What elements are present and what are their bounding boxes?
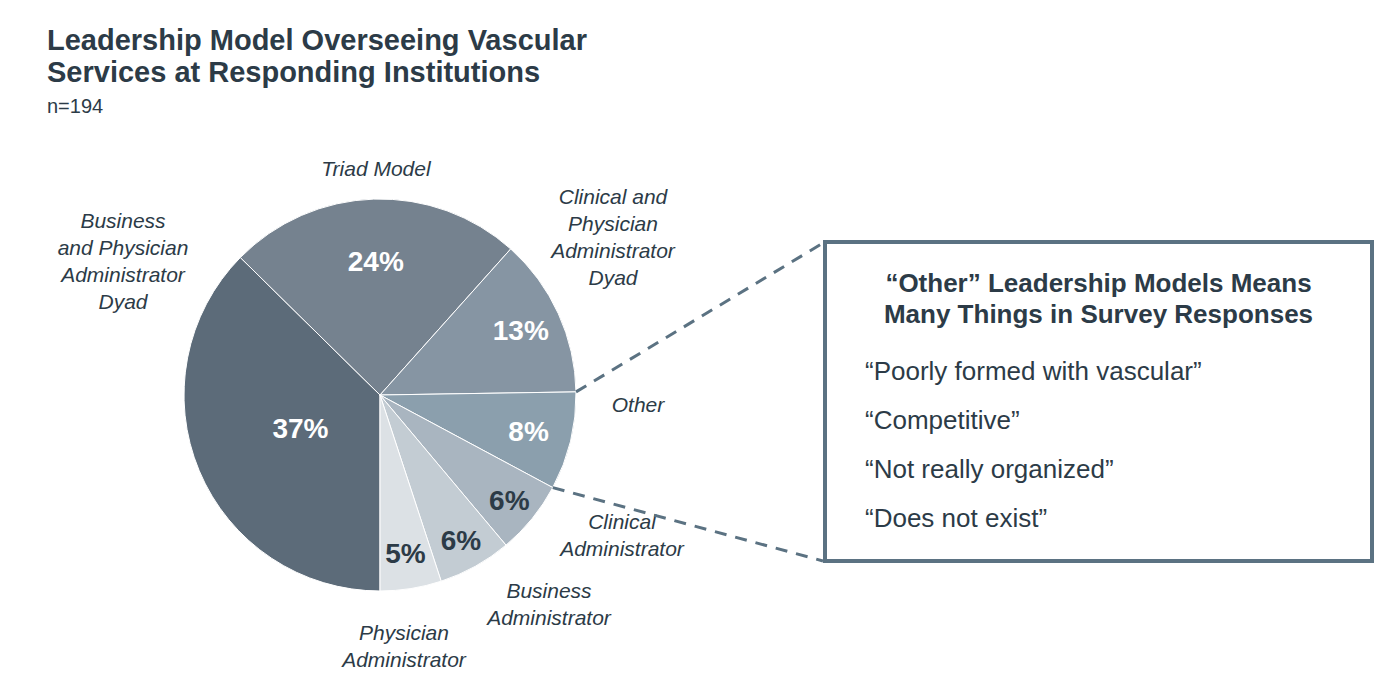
slice-value-label-other: 8%: [508, 416, 549, 447]
slice-value-label-clinical-and-physician-administrator-dyad: 13%: [493, 315, 549, 346]
slice-value-label-business-administrator: 6%: [441, 525, 482, 556]
callout-item: “Poorly formed with vascular”: [865, 358, 1370, 385]
page-title-line1: Leadership Model Overseeing Vascular: [47, 24, 587, 56]
page-title-line2: Services at Responding Institutions: [47, 56, 587, 88]
callout-item-list: “Poorly formed with vascular” “Competiti…: [827, 358, 1370, 532]
callout-item: “Not really organized”: [865, 456, 1370, 483]
slice-value-label-business-and-physician-administrator-dyad: 37%: [272, 413, 328, 444]
chart-header: Leadership Model Overseeing Vascular Ser…: [47, 24, 587, 118]
callout-title-line2: Many Things in Survey Responses: [827, 299, 1370, 330]
callout-box: “Other” Leadership Models Means Many Thi…: [823, 240, 1374, 563]
slice-category-label-triad-model: Triad Model: [321, 157, 432, 180]
slide-canvas: 37% Businessand PhysicianAdministratorDya…: [0, 0, 1400, 690]
callout-item: “Does not exist”: [865, 505, 1370, 532]
callout-title: “Other” Leadership Models Means Many Thi…: [827, 268, 1370, 330]
slice-category-label-physician-administrator: PhysicianAdministrator: [340, 621, 467, 671]
slice-value-label-triad-model: 24%: [348, 246, 404, 277]
slice-value-label-clinical-administrator: 6%: [489, 485, 530, 516]
callout-item: “Competitive”: [865, 407, 1370, 434]
slice-category-label-business-administrator: BusinessAdministrator: [485, 579, 612, 629]
callout-title-line1: “Other” Leadership Models Means: [827, 268, 1370, 299]
slice-category-label-clinical-and-physician-administrator-dyad: Clinical andPhysicianAdministratorDyad: [549, 185, 676, 289]
slice-category-label-other: Other: [612, 393, 666, 416]
slice-category-label-business-and-physician-administrator-dyad: Businessand PhysicianAdministratorDyad: [58, 209, 189, 313]
page-title: Leadership Model Overseeing Vascular Ser…: [47, 24, 587, 88]
slice-value-label-physician-administrator: 5%: [385, 538, 426, 569]
sample-size-label: n=194: [47, 94, 587, 118]
